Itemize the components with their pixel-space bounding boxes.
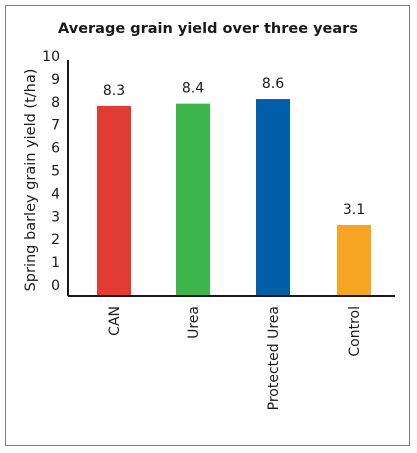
bar-value-label: 8.3 [103, 83, 125, 99]
category-label: Urea [186, 306, 202, 339]
bars [97, 99, 371, 297]
category-label: Protected Urea [266, 306, 282, 410]
category-label: Control [347, 306, 363, 357]
bar [337, 225, 371, 296]
y-tick-label: 2 [51, 232, 60, 248]
y-tick-label: 9 [51, 72, 60, 88]
y-tick-label: 10 [42, 49, 60, 65]
y-tick-label: 0 [51, 278, 60, 294]
y-axis-ticks: 0 1 2 3 4 5 6 7 8 9 10 [42, 49, 60, 294]
value-labels: 8.3 8.4 8.6 3.1 [103, 76, 365, 218]
bar-value-label: 3.1 [343, 202, 365, 218]
y-tick-label: 8 [51, 95, 60, 111]
y-tick-label: 4 [51, 186, 60, 202]
bar [97, 105, 131, 297]
bar [176, 103, 210, 296]
y-tick-label: 3 [51, 209, 60, 225]
chart-title: Average grain yield over three years [58, 21, 358, 37]
category-labels: CAN Urea Protected Urea Control [107, 306, 363, 410]
bar-value-label: 8.6 [262, 76, 284, 92]
bar [256, 99, 290, 296]
y-tick-label: 1 [51, 255, 60, 271]
y-axis-label: Spring barley grain yield (t/ha) [23, 69, 39, 292]
category-label: CAN [107, 306, 123, 336]
bar-value-label: 8.4 [182, 81, 204, 97]
y-tick-label: 7 [51, 118, 60, 134]
y-tick-label: 5 [51, 164, 60, 180]
y-tick-label: 6 [51, 141, 60, 157]
